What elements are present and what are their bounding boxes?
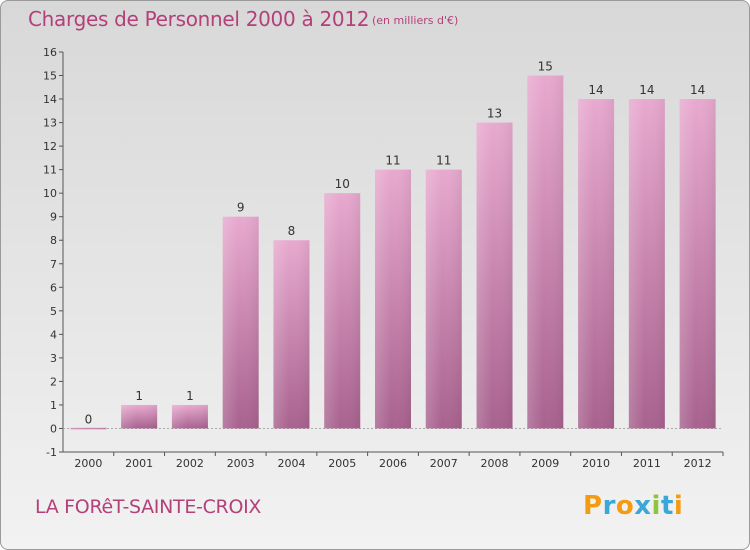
y-tick-label: 8 [50, 234, 57, 247]
chart-subtitle: (en milliers d'€) [372, 14, 459, 27]
data-label: 0 [85, 412, 93, 426]
data-label: 10 [335, 177, 350, 191]
logo-letter: P [583, 491, 603, 521]
y-tick-label: 11 [43, 164, 57, 177]
logo-letter: i [651, 491, 661, 521]
data-label: 14 [690, 83, 705, 97]
chart-title: Charges de Personnel 2000 à 2012 [28, 7, 370, 31]
y-tick-label: 3 [50, 352, 57, 365]
data-label: 9 [237, 201, 245, 215]
y-tick-label: 10 [43, 187, 57, 200]
bar-shade [425, 169, 462, 429]
data-label: 14 [588, 83, 603, 97]
bar-shade [121, 404, 158, 429]
y-tick-label: 16 [43, 46, 57, 59]
bar-shade [324, 193, 361, 429]
data-label: 1 [135, 389, 143, 403]
y-tick-label: 14 [43, 93, 57, 106]
x-tick-label: 2001 [125, 457, 153, 470]
x-tick-label: 2008 [481, 457, 509, 470]
data-label: 1 [186, 389, 194, 403]
logo-letter: r [602, 491, 616, 521]
y-tick-label: 4 [50, 328, 57, 341]
bar-shade [476, 122, 513, 429]
bar-shade [171, 404, 208, 429]
y-tick-label: -1 [46, 446, 57, 459]
bar-shade [375, 169, 411, 429]
y-tick-label: 5 [50, 305, 57, 318]
x-tick-label: 2004 [277, 457, 305, 470]
data-label: 11 [436, 154, 451, 168]
data-label: 8 [288, 224, 296, 238]
bar-shade [70, 427, 107, 430]
y-tick-label: 6 [50, 281, 57, 294]
x-tick-label: 2000 [74, 457, 102, 470]
logo-letter: x [634, 491, 652, 521]
data-label: 14 [639, 83, 654, 97]
y-tick-label: 0 [50, 422, 57, 435]
x-tick-label: 2002 [176, 457, 204, 470]
proxiti-logo: Proxiti [583, 491, 683, 521]
y-tick-label: 2 [50, 375, 57, 388]
logo-letter: o [615, 491, 635, 521]
x-tick-label: 2005 [328, 457, 356, 470]
y-tick-label: 13 [43, 117, 57, 130]
data-label: 13 [487, 107, 502, 121]
x-tick-label: 2007 [430, 457, 458, 470]
y-tick-label: 12 [43, 140, 57, 153]
data-label: 11 [385, 154, 400, 168]
y-tick-label: 15 [43, 70, 57, 83]
bars [70, 75, 716, 430]
x-tick-label: 2011 [633, 457, 661, 470]
x-tick-label: 2012 [684, 457, 712, 470]
commune-name: LA FORêT-SAINTE-CROIX [35, 496, 262, 518]
bar-shade [222, 216, 259, 429]
y-tick-label: 7 [50, 258, 57, 271]
bar-shade [628, 99, 665, 429]
logo-letter: i [673, 491, 684, 521]
data-label: 15 [538, 60, 553, 74]
logo-letter: t [660, 491, 674, 521]
bar-shade [578, 99, 615, 429]
x-tick-label: 2010 [582, 457, 610, 470]
bar-shade [679, 99, 716, 429]
y-tick-label: 1 [50, 399, 57, 412]
bar-shade [527, 75, 564, 429]
x-tick-label: 2003 [227, 457, 255, 470]
bar-shade [273, 240, 310, 429]
x-tick-label: 2009 [531, 457, 559, 470]
y-tick-label: 9 [50, 211, 57, 224]
x-tick-label: 2006 [379, 457, 407, 470]
